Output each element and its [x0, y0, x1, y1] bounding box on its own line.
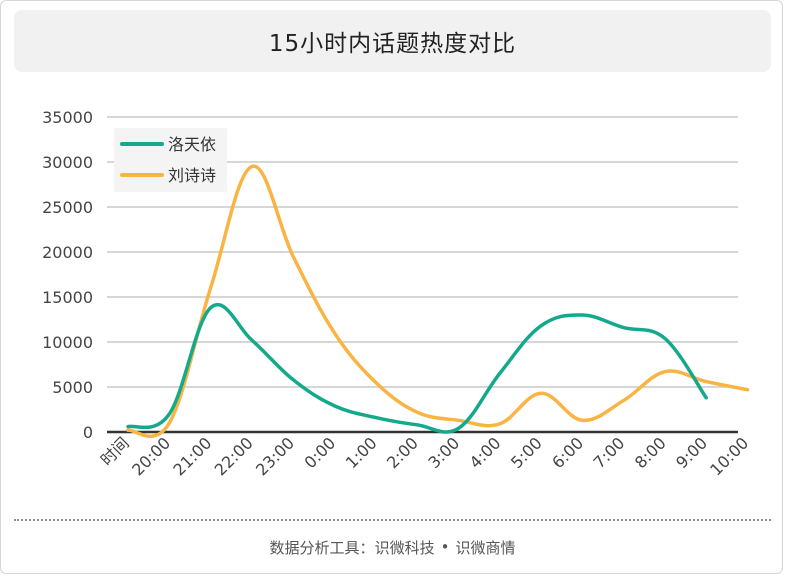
x-tick-label: 6:00	[548, 433, 587, 472]
x-tick-label: 4:00	[466, 433, 505, 472]
footer-separator: •	[440, 538, 450, 556]
y-tick-label: 10000	[42, 333, 93, 352]
y-tick-label: 0	[83, 423, 93, 442]
y-tick-label: 35000	[42, 108, 93, 127]
x-tick-label: 8:00	[631, 433, 670, 472]
x-tick-label: 9:00	[672, 433, 711, 472]
chart-title: 15小时内话题热度对比	[268, 31, 517, 57]
grid-layer	[107, 116, 738, 434]
x-tick-label: 1:00	[342, 433, 381, 472]
x-tick-label: 22:00	[211, 433, 257, 479]
y-tick-label: 15000	[42, 288, 93, 307]
x-tick-label: 3:00	[424, 433, 463, 472]
line-chart: 0 5000 10000 15000 20000 25000 30000 35000 时间20…	[42, 108, 753, 479]
x-tick-label: 0:00	[300, 433, 339, 472]
legend-label-1: 刘诗诗	[168, 166, 216, 185]
footer-brand-1: 识微科技	[374, 538, 435, 557]
x-tick-label: 2:00	[383, 433, 422, 472]
y-tick-label: 30000	[42, 153, 93, 172]
title-bar: 15小时内话题热度对比	[14, 10, 771, 72]
y-tick-label: 25000	[42, 198, 93, 217]
series-line-1	[126, 164, 750, 438]
footer-brand-2: 识微商情	[455, 538, 516, 557]
x-tick-label: 10:00	[706, 433, 752, 479]
footer-divider	[14, 519, 771, 521]
series-line-0	[126, 303, 708, 434]
x-tick-label: 时间	[97, 433, 133, 469]
legend-label-0: 洛天依	[168, 135, 216, 154]
series-layer	[126, 164, 750, 438]
x-tick-label: 21:00	[169, 433, 215, 479]
y-tick-label: 5000	[52, 378, 93, 397]
x-tick-label: 20:00	[128, 433, 174, 479]
y-tick-label: 20000	[42, 243, 93, 262]
x-tick-label: 23:00	[252, 433, 298, 479]
x-tick-label: 7:00	[590, 433, 629, 472]
x-tick-label: 5:00	[507, 433, 546, 472]
footer: 数据分析工具： 识微科技 • 识微商情	[0, 530, 785, 564]
y-axis-ticks: 0 5000 10000 15000 20000 25000 30000 35000	[42, 108, 93, 442]
footer-prefix: 数据分析工具：	[269, 538, 375, 557]
